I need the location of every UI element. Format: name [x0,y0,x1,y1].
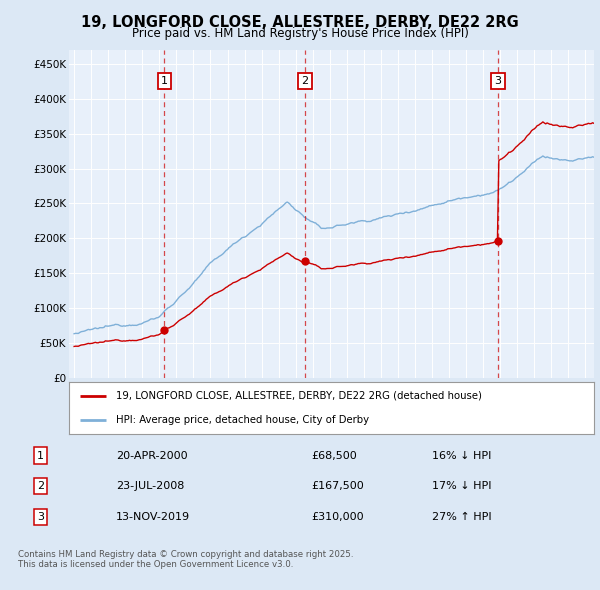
Text: 16% ↓ HPI: 16% ↓ HPI [433,451,492,461]
Text: £167,500: £167,500 [311,481,364,491]
Text: 1: 1 [161,76,168,86]
Text: 19, LONGFORD CLOSE, ALLESTREE, DERBY, DE22 2RG (detached house): 19, LONGFORD CLOSE, ALLESTREE, DERBY, DE… [116,391,482,401]
Text: 23-JUL-2008: 23-JUL-2008 [116,481,184,491]
Text: 19, LONGFORD CLOSE, ALLESTREE, DERBY, DE22 2RG: 19, LONGFORD CLOSE, ALLESTREE, DERBY, DE… [81,15,519,30]
Text: 17% ↓ HPI: 17% ↓ HPI [433,481,492,491]
Text: 3: 3 [494,76,502,86]
Text: £68,500: £68,500 [311,451,357,461]
Text: 13-NOV-2019: 13-NOV-2019 [116,512,190,522]
Text: 3: 3 [37,512,44,522]
Text: 2: 2 [37,481,44,491]
Text: 20-APR-2000: 20-APR-2000 [116,451,187,461]
Text: £310,000: £310,000 [311,512,364,522]
Text: Contains HM Land Registry data © Crown copyright and database right 2025.
This d: Contains HM Land Registry data © Crown c… [18,550,353,569]
Text: 27% ↑ HPI: 27% ↑ HPI [433,512,492,522]
Text: 2: 2 [302,76,308,86]
Text: HPI: Average price, detached house, City of Derby: HPI: Average price, detached house, City… [116,415,370,425]
Text: Price paid vs. HM Land Registry's House Price Index (HPI): Price paid vs. HM Land Registry's House … [131,27,469,40]
Text: 1: 1 [37,451,44,461]
